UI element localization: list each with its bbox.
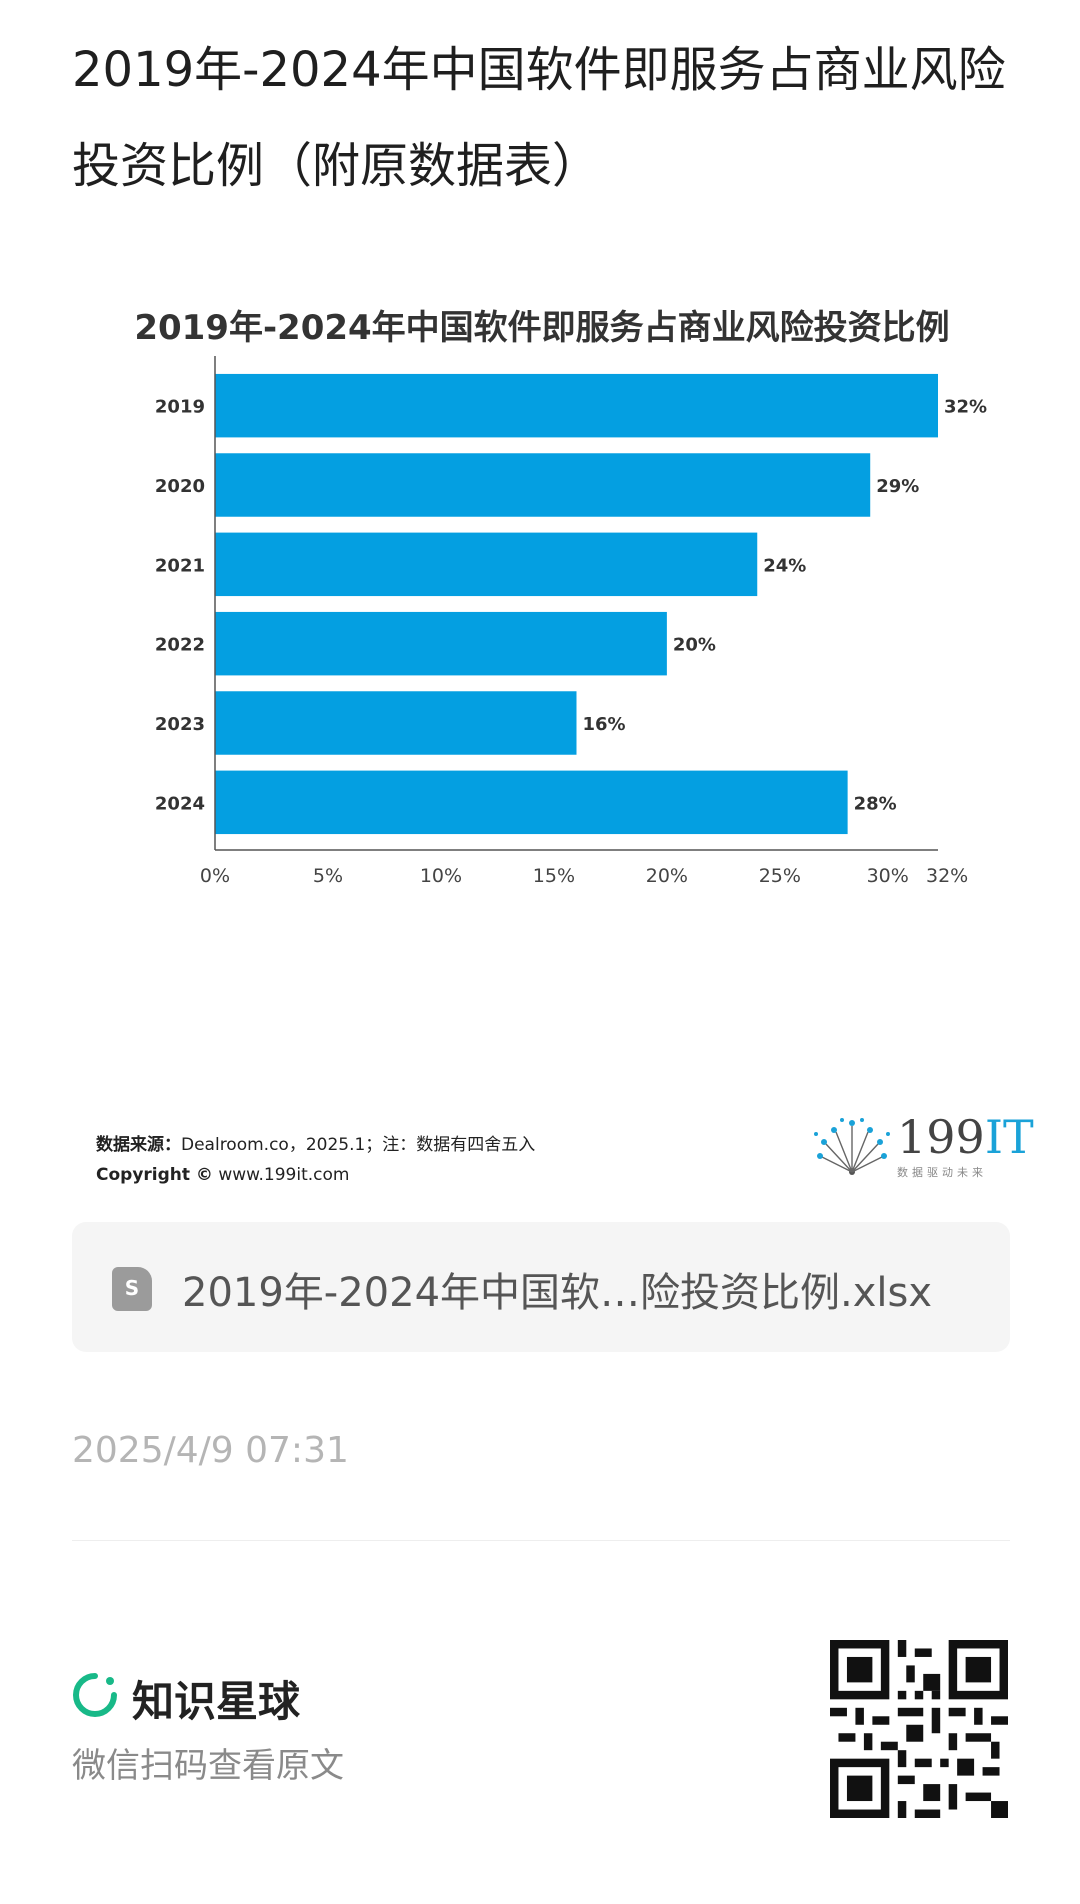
y-tick-label: 2021	[155, 555, 205, 576]
bar	[215, 691, 577, 755]
copyright-label: Copyright ©	[96, 1165, 213, 1185]
bar-chart: 2019 32% 2020 29% 2021 24% 2022 20% 2023 16% 2024 2…	[155, 356, 987, 887]
data-label: 16%	[583, 714, 626, 735]
y-tick-label: 2023	[155, 714, 205, 735]
data-label: 28%	[854, 793, 897, 814]
x-tick-label: 20%	[646, 865, 688, 887]
copyright-text: www.199it.com	[218, 1165, 350, 1185]
x-tick-label: 30%	[867, 865, 909, 887]
qr-code-icon	[830, 1640, 1008, 1818]
zsxq-logo-icon	[73, 1673, 117, 1717]
bar	[215, 532, 758, 597]
app-name: 知识星球	[132, 1677, 301, 1726]
post-title: 2019年-2024年中国软件即服务占商业风险投资比例（附原数据表）	[72, 42, 1006, 194]
x-tick-label: 5%	[313, 865, 343, 887]
dandelion-logo-icon	[814, 1118, 890, 1175]
y-tick-label: 2019	[155, 397, 205, 418]
data-label: 24%	[763, 555, 806, 576]
bar	[215, 611, 667, 676]
y-tick-label: 2024	[155, 793, 205, 814]
scan-hint: 微信扫码查看原文	[72, 1746, 344, 1786]
source-note: 数据来源：Dealroom.co，2025.1；注：数据有四舍五入 Copyri…	[96, 1130, 535, 1190]
source-text: Dealroom.co，2025.1；注：数据有四舍五入	[181, 1135, 536, 1155]
post-timestamp: 2025/4/9 07:31	[72, 1430, 349, 1471]
brand-logo: 199IT 数据驱动未来	[812, 1108, 1034, 1188]
brand-tagline: 数据驱动未来	[897, 1166, 987, 1179]
y-tick-label: 2022	[155, 635, 205, 656]
chart-card: 2019年-2024年中国软件即服务占商业风险投资比例 2019 32% 2020 2…	[72, 270, 1034, 1210]
x-tick-label: 10%	[420, 865, 462, 887]
bar	[215, 373, 938, 438]
file-name: 2019年-2024年中国软…险投资比例.xlsx	[182, 1270, 933, 1316]
chart-title: 2019年-2024年中国软件即服务占商业风险投资比例	[134, 308, 950, 348]
x-tick-label: 15%	[533, 865, 575, 887]
source-label: 数据来源：	[96, 1135, 181, 1155]
y-tick-label: 2020	[155, 476, 205, 497]
spreadsheet-file-icon: S	[112, 1267, 152, 1311]
data-label: 20%	[673, 635, 716, 656]
x-tick-label: 0%	[200, 865, 230, 887]
divider	[72, 1540, 1010, 1541]
data-label: 32%	[944, 397, 987, 418]
x-tick-label: 32%	[926, 865, 968, 887]
attachment-file[interactable]: S 2019年-2024年中国软…险投资比例.xlsx	[72, 1222, 1010, 1352]
bar	[215, 453, 871, 517]
bar	[215, 770, 848, 835]
x-tick-label: 25%	[759, 865, 801, 887]
brand-name: 199IT	[897, 1110, 1034, 1164]
data-label: 29%	[876, 476, 919, 497]
